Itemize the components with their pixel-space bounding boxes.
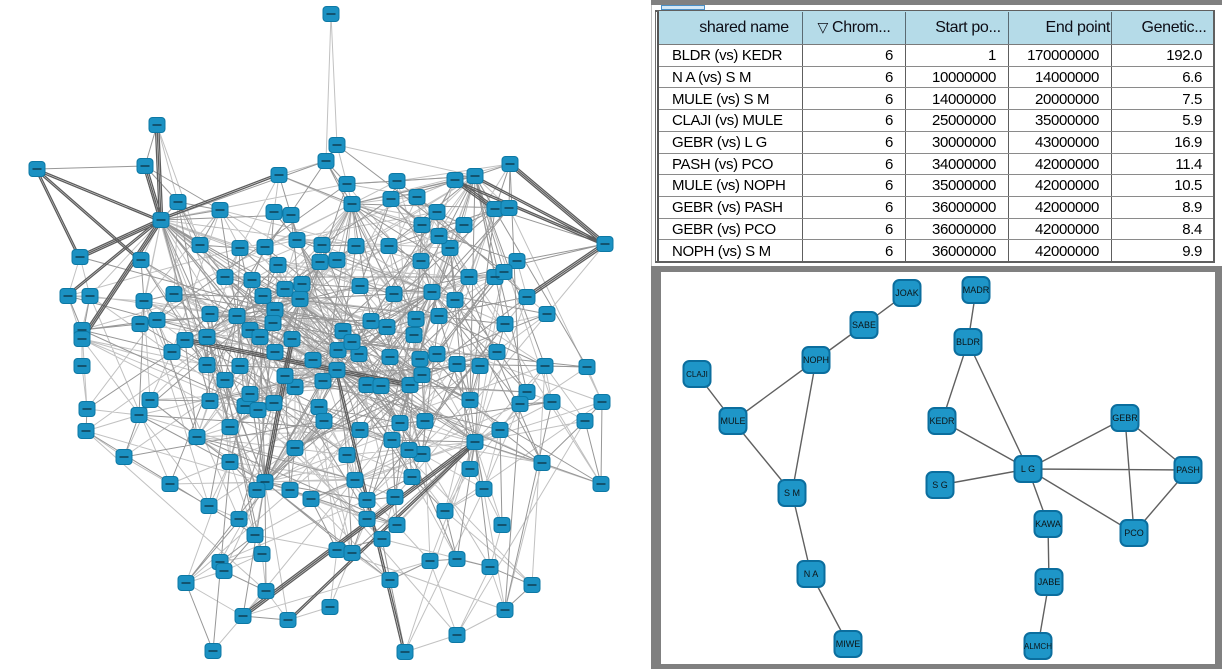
svg-text:BLDR: BLDR [956,337,981,347]
svg-text:NOPH: NOPH [803,355,829,365]
svg-text:SABE: SABE [852,320,876,330]
svg-text:PCO: PCO [1124,528,1144,538]
svg-text:N A: N A [804,569,819,579]
svg-text:S M: S M [784,488,800,498]
svg-text:MIWE: MIWE [836,639,861,649]
svg-text:MULE: MULE [720,416,745,426]
svg-text:KEDR: KEDR [929,416,955,426]
svg-text:MADR: MADR [963,285,990,295]
svg-text:JOAK: JOAK [895,288,919,298]
svg-text:S G: S G [932,480,948,490]
svg-text:KAWA: KAWA [1035,519,1061,529]
svg-text:ALMCH: ALMCH [1024,642,1052,651]
svg-text:L G: L G [1021,464,1035,474]
svg-text:CLAJI: CLAJI [686,370,708,379]
svg-text:PASH: PASH [1176,465,1200,475]
svg-text:JABE: JABE [1038,577,1061,587]
svg-text:GEBR: GEBR [1112,413,1138,423]
